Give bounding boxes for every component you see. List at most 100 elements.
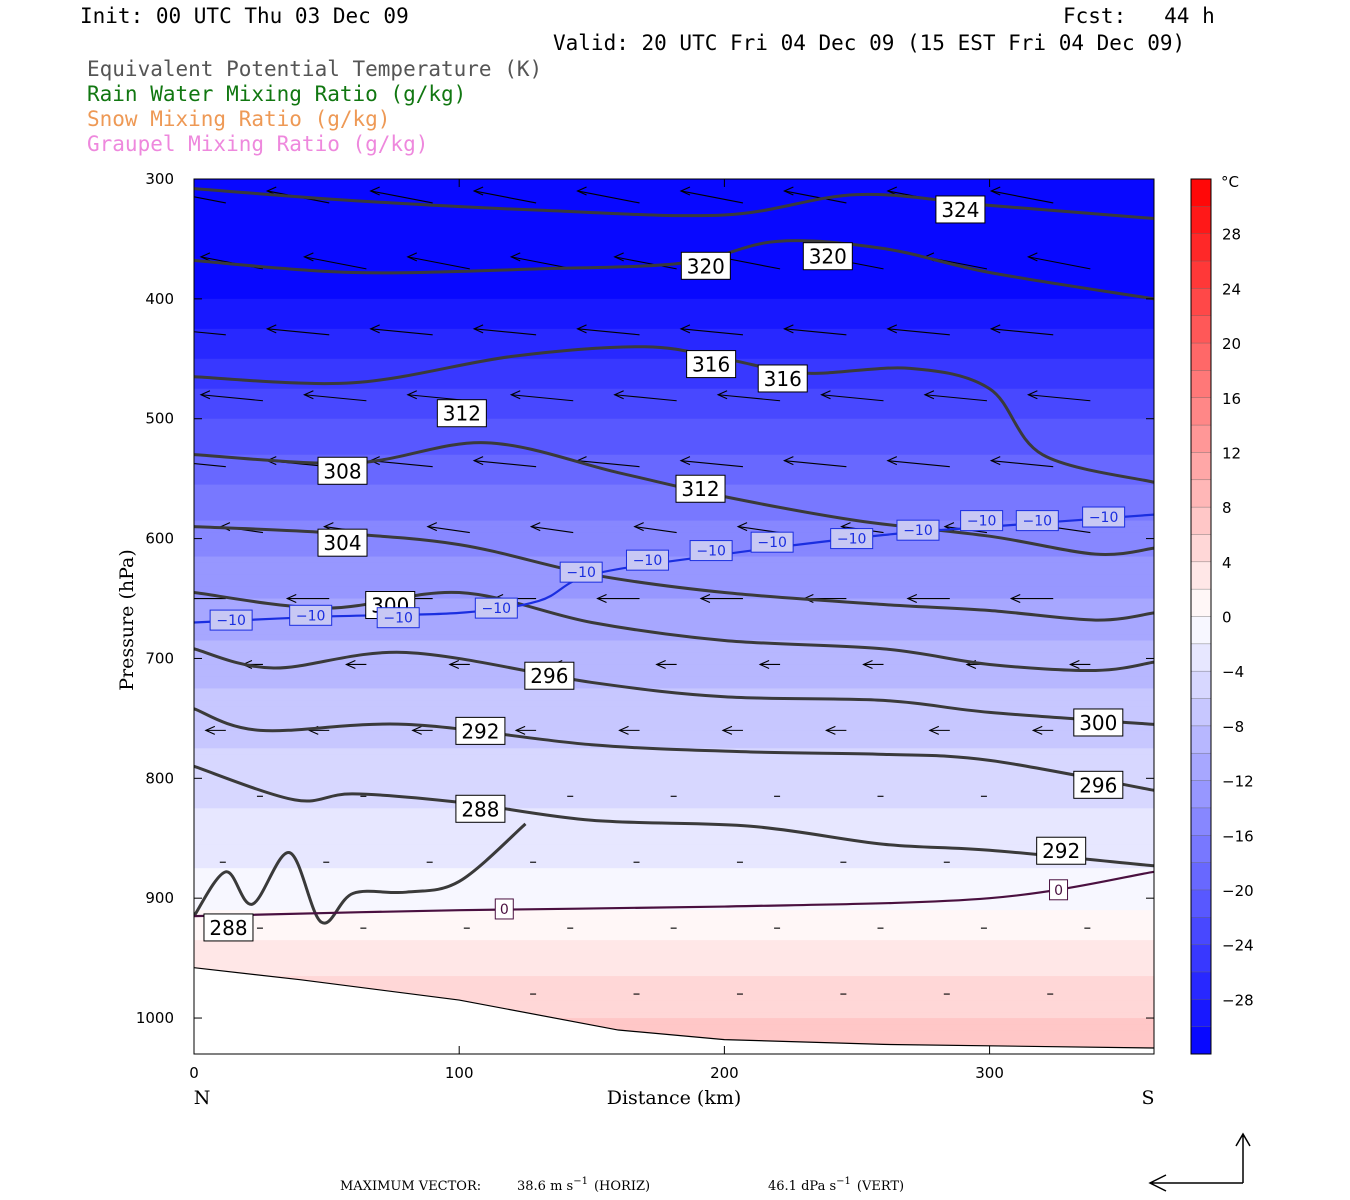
theta-e-contour-296 <box>194 707 1154 792</box>
wind-vector-head <box>345 659 356 669</box>
temp-band <box>194 682 1154 690</box>
wind-vector <box>784 328 847 336</box>
theta-e-contour-304 <box>194 590 1154 672</box>
wind-vector <box>784 190 847 204</box>
wind-vector-head <box>1031 725 1043 735</box>
wind-vector <box>194 331 226 336</box>
wind-vector-head <box>825 725 836 735</box>
temp-band <box>194 256 1154 264</box>
temp-band <box>194 436 1154 444</box>
temp-band <box>194 406 1154 414</box>
temp-band <box>194 550 1154 558</box>
temp-band <box>194 592 1154 600</box>
theta-e-contour-300 <box>194 647 1154 726</box>
colorbar-swatch <box>1191 315 1211 344</box>
temp-band <box>194 928 1154 935</box>
wind-vector-head <box>721 725 733 735</box>
wind-vector <box>1028 394 1091 402</box>
temp-band <box>194 706 1154 713</box>
isotherm-label-box <box>1082 506 1126 528</box>
wind-vector-head <box>369 324 380 334</box>
footer-vert-exp: −1 <box>836 1176 851 1187</box>
isotherm-label-box <box>830 528 874 550</box>
temp-band <box>194 184 1154 192</box>
isotherm-label: −10 <box>482 601 512 617</box>
theta-e-label-box <box>757 364 808 393</box>
theta-e-label: 308 <box>323 459 361 483</box>
isotherm-label-box <box>289 604 333 626</box>
wind-vector <box>614 256 677 270</box>
temp-band <box>194 424 1154 432</box>
colorbar-swatch <box>1191 780 1211 809</box>
wind-vector <box>200 394 264 402</box>
temp-band <box>194 358 1154 366</box>
temp-band <box>194 179 1154 186</box>
footer-vert: 46.1 dPa s−1 (VERT) <box>768 1176 904 1194</box>
wind-vector-head <box>886 456 898 466</box>
isotherm-label: −10 <box>967 514 997 530</box>
y-axis-label: Pressure (hPa) <box>116 549 138 691</box>
temp-band <box>194 856 1154 863</box>
temp-band <box>194 628 1154 636</box>
theta-e-label-box <box>455 794 506 823</box>
wind-vector <box>267 328 330 336</box>
temp-band <box>194 664 1154 672</box>
temp-band <box>194 802 1154 809</box>
wind-vector-head <box>265 324 277 334</box>
terrain-mask <box>194 967 1154 1054</box>
footer-vert-tag: (VERT) <box>857 1179 904 1194</box>
legend-rain-water: Rain Water Mixing Ratio (g/kg) <box>87 82 467 106</box>
theta-e-label: 312 <box>681 477 719 501</box>
wind-vector <box>474 460 537 468</box>
temp-band <box>194 766 1154 773</box>
wind-vector-head <box>699 594 711 604</box>
y-tick-label: 500 <box>145 410 174 428</box>
temp-band <box>194 472 1154 480</box>
temp-band <box>194 742 1154 749</box>
wind-vector-head <box>716 390 728 400</box>
wind-vector-head <box>509 252 521 262</box>
isotherm-label: −10 <box>296 608 326 624</box>
wind-vector-head <box>1068 659 1080 669</box>
temp-band <box>194 748 1154 755</box>
wind-vector-head <box>406 390 418 400</box>
wind-vector-head <box>596 594 607 604</box>
y-tick-label: 1000 <box>136 1009 174 1027</box>
colorbar-swatch <box>1191 616 1211 645</box>
colorbar-tick-label: 24 <box>1222 280 1241 298</box>
isotherm-zero <box>194 870 1154 918</box>
wind-vector-head <box>886 186 898 196</box>
footer-horiz: 38.6 m s−1 (HORIZ) <box>517 1176 650 1194</box>
footer-vert-value: 46.1 dPa s <box>768 1179 836 1194</box>
plot-frame <box>193 178 1155 1055</box>
wind-vector <box>887 328 950 336</box>
wind-vector <box>680 190 744 204</box>
temp-band <box>194 310 1154 318</box>
temp-band <box>194 946 1154 953</box>
temp-band <box>194 922 1154 929</box>
colorbar-swatch <box>1191 233 1211 262</box>
temp-band <box>194 364 1154 372</box>
isotherm-label-box <box>625 549 669 571</box>
temp-band <box>194 778 1154 785</box>
wind-vector-head <box>472 186 484 196</box>
wind-vector-head <box>303 252 314 262</box>
wind-vector-head <box>618 725 629 735</box>
x-end-label-north: N <box>194 1087 211 1109</box>
temp-band <box>194 940 1154 947</box>
temp-band <box>194 970 1154 977</box>
temp-band <box>194 448 1154 456</box>
legend-theta-e: Equivalent Potential Temperature (K) <box>87 57 543 81</box>
theta-e-label: 316 <box>692 353 730 377</box>
wind-vector-head <box>529 522 541 532</box>
terrain-line <box>194 967 1154 1049</box>
temp-band <box>194 502 1154 510</box>
isotherm-label: −10 <box>566 565 596 581</box>
wind-vector <box>924 394 987 402</box>
wind-vector-head <box>406 252 418 262</box>
temp-band <box>194 250 1154 258</box>
temp-band <box>194 442 1154 450</box>
temp-band <box>194 994 1154 1001</box>
colorbar-frame <box>1190 178 1212 1055</box>
isotherm-label: −10 <box>696 544 726 560</box>
